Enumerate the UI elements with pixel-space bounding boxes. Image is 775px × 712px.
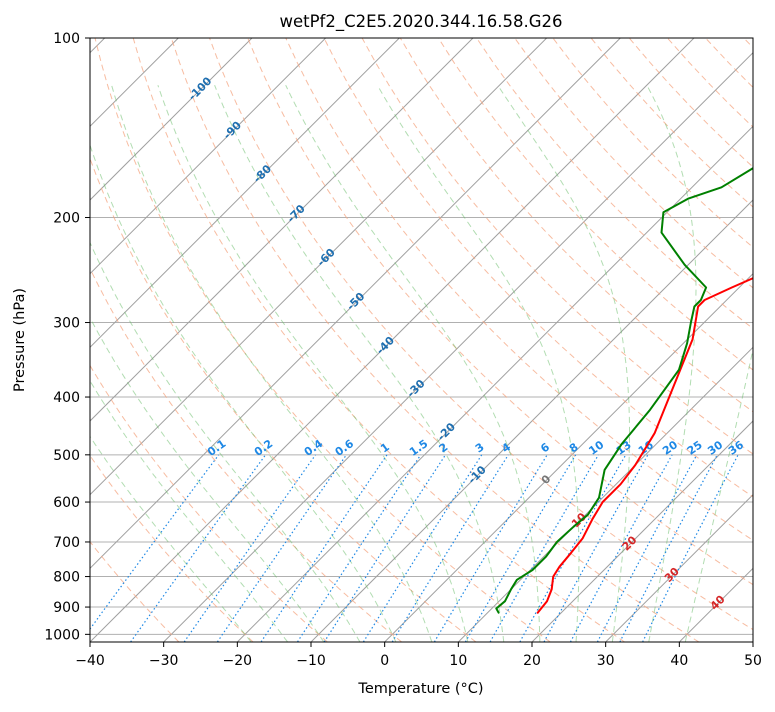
x-tick-label: −20: [223, 653, 253, 669]
x-tick-label: 10: [449, 653, 467, 669]
x-tick-label: 0: [380, 653, 389, 669]
chart-title: wetPf2_C2E5.2020.344.16.58.G26: [279, 12, 562, 32]
x-tick-label: −10: [296, 653, 326, 669]
x-tick-label: −40: [75, 653, 105, 669]
y-tick-label: 1000: [44, 627, 80, 643]
y-tick-label: 200: [53, 211, 80, 227]
y-tick-label: 400: [53, 390, 80, 406]
x-tick-label: 50: [744, 653, 762, 669]
y-tick-label: 700: [53, 535, 80, 551]
y-axis-label: Pressure (hPa): [12, 288, 28, 392]
x-tick-label: −30: [149, 653, 179, 669]
x-tick-label: 20: [523, 653, 541, 669]
x-tick-label: 30: [597, 653, 615, 669]
y-tick-label: 100: [53, 31, 80, 47]
y-tick-label: 300: [53, 316, 80, 332]
y-tick-label: 800: [53, 570, 80, 586]
y-tick-label: 500: [53, 448, 80, 464]
x-axis-label: Temperature (°C): [357, 681, 483, 697]
y-tick-label: 900: [53, 600, 80, 616]
y-tick-label: 600: [53, 495, 80, 511]
x-tick-label: 40: [670, 653, 688, 669]
